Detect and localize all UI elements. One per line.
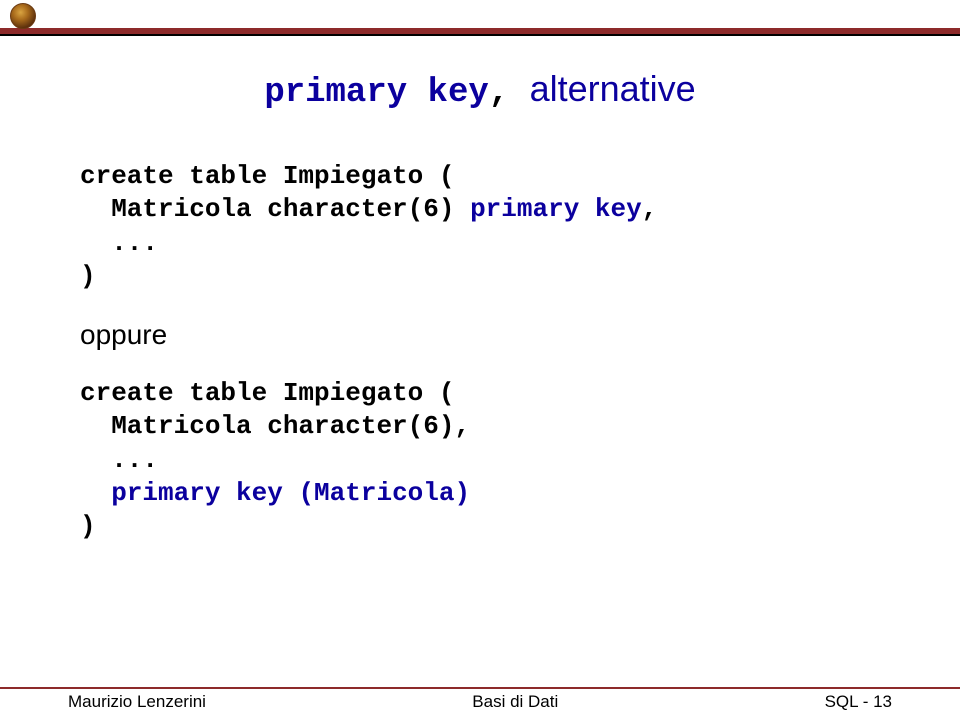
code-line: ) [80, 261, 96, 291]
code-line: Matricola character(6), [80, 411, 470, 441]
code-block-1: create table Impiegato ( Matricola chara… [80, 160, 880, 293]
title-comma: , [489, 74, 509, 112]
or-label: oppure [80, 319, 880, 351]
code-line [80, 478, 111, 508]
footer-rule [0, 687, 960, 689]
footer-author: Maurizio Lenzerini [68, 692, 206, 712]
header-band [0, 0, 960, 34]
code-line: ) [80, 511, 96, 541]
slide-content: primary key, alternative create table Im… [0, 36, 960, 543]
code-line: , [642, 194, 658, 224]
footer-course: Basi di Dati [472, 692, 558, 712]
footer-page: SQL - 13 [825, 692, 892, 712]
code-block-2: create table Impiegato ( Matricola chara… [80, 377, 880, 543]
code-keyword: primary key (Matricola) [111, 478, 470, 508]
footer-bar: Maurizio Lenzerini Basi di Dati SQL - 13 [0, 692, 960, 724]
title-code-part: primary key [264, 74, 488, 112]
code-line: create table Impiegato ( [80, 378, 454, 408]
slide-title: primary key, alternative [80, 68, 880, 112]
code-line: ... [80, 445, 158, 475]
footer: Maurizio Lenzerini Basi di Dati SQL - 13 [0, 687, 960, 724]
code-line: ... [80, 228, 158, 258]
title-alt-part: alternative [530, 68, 696, 109]
code-keyword: primary key [470, 194, 642, 224]
code-line: create table Impiegato ( [80, 161, 454, 191]
code-line: Matricola character(6) [80, 194, 470, 224]
logo-icon [10, 3, 36, 29]
